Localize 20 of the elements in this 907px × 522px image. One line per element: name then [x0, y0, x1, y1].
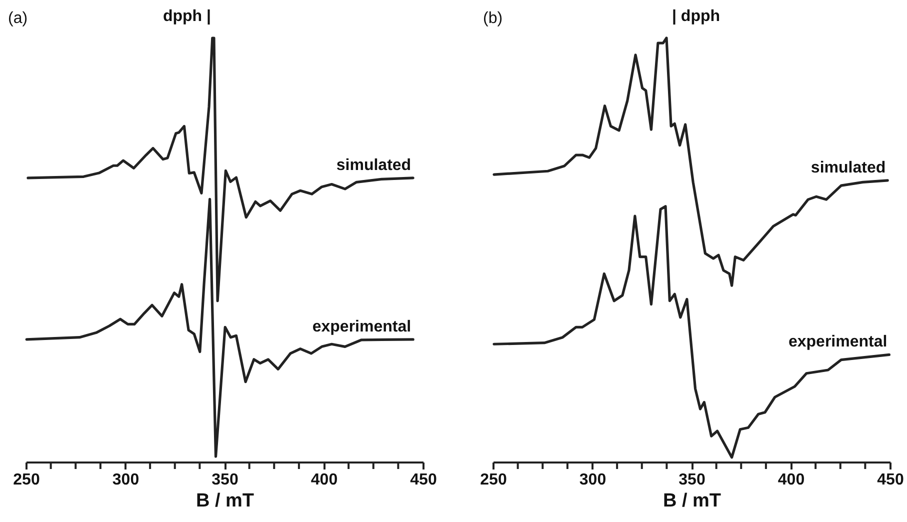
text: (b) [483, 10, 503, 27]
text: dpph | [162, 8, 211, 25]
x-axis-title: B / mT [196, 490, 254, 512]
series-label: simulated [810, 159, 886, 176]
x-axis-title: B / mT [662, 490, 722, 512]
x-tick-label: 300 [112, 472, 140, 488]
series-label: simulated [336, 156, 412, 174]
series-label: experimental [312, 318, 412, 336]
x-tick-label: 350 [678, 472, 706, 488]
x-tick-label: 400 [778, 472, 805, 488]
x-tick-label: 350 [212, 472, 238, 488]
x-tick-label: 450 [410, 472, 437, 488]
x-tick-label: 250 [13, 472, 40, 488]
text: | dpph [672, 8, 720, 25]
x-tick-label: 300 [579, 472, 606, 488]
x-tick-label: 400 [310, 472, 338, 488]
series-label: experimental [788, 334, 888, 351]
x-tick-label: 450 [877, 472, 904, 488]
text: (a) [8, 10, 28, 27]
x-tick-label: 250 [480, 472, 507, 488]
